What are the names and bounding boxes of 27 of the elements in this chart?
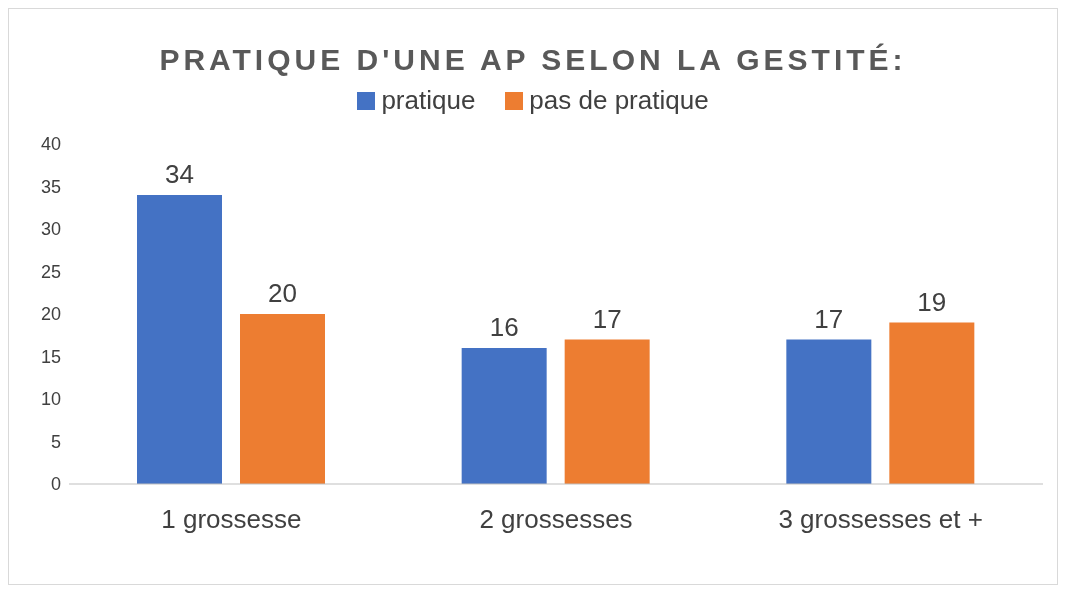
data-label: 34 <box>165 159 194 189</box>
data-label: 19 <box>917 286 947 317</box>
bar <box>564 339 650 484</box>
legend-label: pratique <box>380 85 476 116</box>
y-tick-label: 25 <box>40 261 61 282</box>
x-tick-label: 1 grossesse <box>161 504 302 535</box>
bar <box>240 314 325 484</box>
legend-label: pas de pratique <box>528 85 709 116</box>
y-tick-label: 10 <box>40 389 61 410</box>
chart-title: PRATIQUE D'UNE AP SELON LA GESTITÉ: <box>158 43 908 77</box>
y-tick-label: 20 <box>40 304 61 325</box>
bar <box>461 348 547 484</box>
data-label: 17 <box>814 303 844 334</box>
x-tick-label: 2 grossesses <box>479 504 633 535</box>
bar <box>786 339 872 484</box>
data-label: 16 <box>489 312 519 342</box>
y-tick-label: 30 <box>40 219 61 240</box>
y-tick-label: 40 <box>40 134 61 155</box>
y-tick-label: 15 <box>40 346 61 367</box>
y-tick-label: 0 <box>50 474 61 495</box>
y-tick-label: 5 <box>50 431 61 452</box>
bar <box>889 322 975 484</box>
y-tick-label: 35 <box>40 176 61 197</box>
data-label: 20 <box>268 278 297 308</box>
bar <box>137 195 222 484</box>
x-tick-label: 3 grossesses et + <box>778 504 983 535</box>
data-label: 17 <box>592 303 622 334</box>
